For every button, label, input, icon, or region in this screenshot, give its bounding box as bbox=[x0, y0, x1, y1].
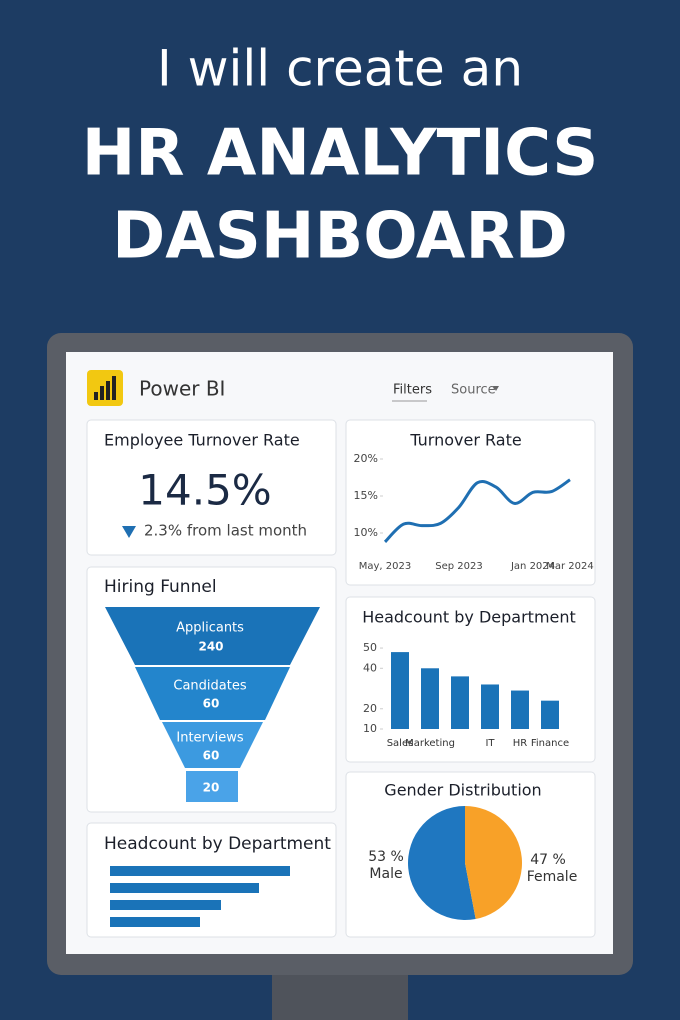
chart-title: Headcount by Department bbox=[362, 608, 576, 627]
pie-slice bbox=[465, 806, 522, 919]
kpi-title: Employee Turnover Rate bbox=[104, 431, 300, 450]
chart-title: Gender Distribution bbox=[384, 781, 541, 800]
bar bbox=[110, 866, 290, 876]
stage-label: Interviews bbox=[176, 731, 243, 746]
pie-slice bbox=[408, 806, 476, 920]
kpi-change: 2.3% from last month bbox=[144, 522, 307, 540]
funnel-stage bbox=[105, 607, 320, 665]
card bbox=[345, 419, 596, 586]
y-tick-label: 20 bbox=[363, 702, 377, 715]
x-tick-label: Sep 2023 bbox=[435, 561, 482, 572]
stage-value: 60 bbox=[203, 749, 220, 763]
stage-value: 20 bbox=[203, 781, 220, 795]
y-tick-label: 10 bbox=[363, 722, 377, 735]
app-name: Power BI bbox=[139, 377, 225, 401]
card bbox=[86, 419, 337, 556]
data-label: 53 % bbox=[368, 849, 404, 865]
x-tick-label: Marketing bbox=[405, 738, 455, 749]
legend-label: Female bbox=[527, 869, 578, 885]
tab[interactable]: Filters bbox=[393, 383, 432, 398]
data-label: 47 % bbox=[530, 852, 566, 868]
bar bbox=[421, 668, 439, 729]
legend-label: Male bbox=[369, 866, 402, 882]
x-tick-label: Finance bbox=[531, 738, 569, 749]
icon-bar bbox=[100, 386, 104, 400]
bar bbox=[110, 883, 259, 893]
y-tick-label: 15% bbox=[354, 489, 378, 502]
chart-title: Turnover Rate bbox=[409, 431, 521, 450]
icon-bar bbox=[112, 376, 116, 400]
dropdown-arrow bbox=[493, 386, 499, 391]
y-tick-label: 20% bbox=[354, 452, 378, 465]
icon-bar bbox=[94, 392, 98, 400]
headline: DASHBOARD bbox=[112, 200, 568, 274]
stage-label: Candidates bbox=[173, 679, 246, 694]
icon-bar bbox=[106, 381, 110, 400]
bar bbox=[511, 690, 529, 729]
x-tick-label: Mar 2024 bbox=[546, 561, 594, 572]
y-tick-label: 50 bbox=[363, 641, 377, 654]
stage-label: Applicants bbox=[176, 621, 244, 636]
app-icon bbox=[87, 370, 123, 406]
dropdown[interactable]: Source bbox=[451, 383, 496, 398]
bar bbox=[391, 652, 409, 729]
bar bbox=[481, 684, 499, 729]
bar bbox=[451, 676, 469, 729]
chart-title: Headcount by Department bbox=[104, 834, 331, 854]
monitor-stand bbox=[272, 972, 408, 1020]
y-tick-label: 10% bbox=[354, 526, 378, 539]
y-tick-label: 40 bbox=[363, 661, 377, 674]
kpi-value: 14.5% bbox=[138, 466, 271, 515]
down-arrow bbox=[122, 526, 136, 538]
bar bbox=[541, 700, 559, 729]
x-tick-label: May, 2023 bbox=[359, 561, 411, 572]
headline: I will create an bbox=[157, 40, 523, 98]
line bbox=[383, 478, 571, 543]
stage-value: 240 bbox=[198, 640, 223, 654]
chart-title: Hiring Funnel bbox=[104, 577, 217, 597]
funnel-stage bbox=[162, 722, 263, 768]
headline: HR ANALYTICS bbox=[82, 117, 599, 191]
funnel-stage bbox=[186, 771, 238, 802]
x-tick-label: Sales bbox=[387, 738, 414, 749]
x-tick-label: HR bbox=[513, 738, 528, 749]
x-tick-label: Jan 2024 bbox=[510, 561, 555, 572]
funnel-stage bbox=[135, 667, 290, 720]
bar bbox=[110, 917, 200, 927]
x-tick-label: IT bbox=[485, 738, 495, 749]
stage-value: 60 bbox=[203, 697, 220, 711]
bar bbox=[110, 900, 221, 910]
